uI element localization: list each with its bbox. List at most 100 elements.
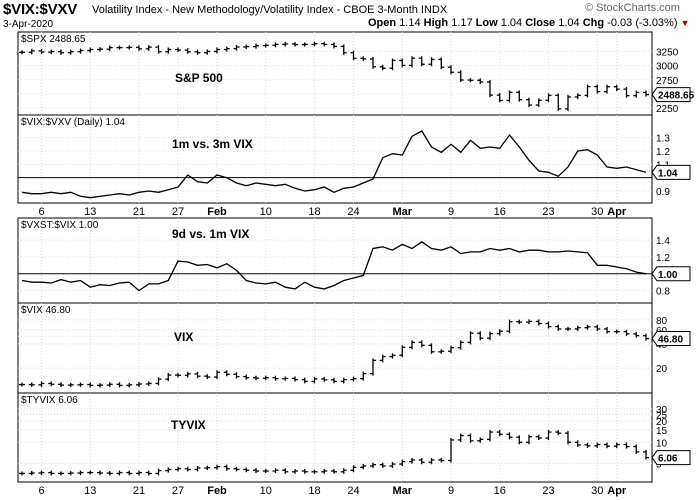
ohlc-bar [467, 331, 474, 345]
last-value-label: 2488.65 [658, 91, 695, 102]
last-value-box [651, 331, 691, 347]
x-tick-label: 21 [133, 485, 145, 497]
ohlc-bar [418, 340, 425, 348]
ohlc-bar [516, 90, 523, 102]
ohlc-bar [282, 42, 289, 47]
ohlc-bar [194, 49, 201, 55]
ohlc-bar [643, 449, 649, 460]
ohlc-bar [19, 471, 25, 476]
ohlc-bar [360, 56, 367, 61]
ohlc-bar [165, 373, 172, 382]
ohlc-bar [262, 469, 269, 474]
panel-annotation: 9d vs. 1m VIX [172, 227, 249, 241]
ohlc-bar [87, 382, 94, 388]
last-value-tag: 2488.65 [651, 87, 695, 103]
x-tick-label: 6 [38, 206, 44, 218]
last-value-box [651, 164, 691, 180]
ohlc-bar [97, 383, 103, 388]
y-tick-label: 0.9 [656, 187, 670, 198]
ohlc-bar [457, 433, 464, 442]
ohlc-bar [613, 329, 620, 334]
ohlc-bar [58, 49, 64, 55]
ohlc-bar [175, 373, 181, 378]
ohlc-bar [379, 354, 386, 363]
x-tick-label: Feb [207, 485, 227, 497]
y-tick-label: 1.4 [656, 236, 670, 247]
panel-tyvix: 30252015105$TYVIX 6.06TYVIX6.066132127Fe… [17, 392, 691, 497]
ohlc-bar [301, 377, 308, 384]
ohlc-bar [535, 319, 542, 326]
y-tick-label: 0.8 [656, 287, 670, 298]
x-tick-label: 24 [347, 485, 359, 497]
ohlc-bar [428, 457, 435, 465]
x-tick-label: 16 [494, 485, 506, 497]
ohlc-bar [389, 58, 396, 71]
ohlc-bar [565, 94, 571, 111]
ohlc-bar [331, 469, 337, 474]
ohlc-bar [87, 470, 94, 475]
ohlc-bar [496, 329, 503, 336]
ohlc-bar [604, 84, 610, 94]
ohlc-bar [165, 467, 172, 473]
ohlc-bar [155, 377, 162, 386]
ohlc-bar [204, 465, 211, 471]
ohlc-bar [262, 43, 269, 48]
ohlc-bar [87, 47, 94, 53]
x-tick-label: Mar [392, 485, 412, 497]
ohlc-bar [448, 65, 454, 75]
ohlc-bar [350, 465, 357, 473]
ohlc-bar [253, 375, 259, 381]
ohlc-bar [223, 464, 230, 471]
panel-frame [17, 31, 653, 116]
ohlc-bar [399, 345, 406, 358]
x-tick-label: 10 [260, 206, 272, 218]
ohlc-bar [448, 437, 454, 463]
ohlc-bar [214, 464, 220, 470]
ohlc-bar [292, 376, 298, 382]
ohlc-bar [282, 376, 289, 381]
x-tick-label: 18 [308, 206, 320, 218]
chg-label: Chg [582, 17, 605, 29]
ohlc-bar [311, 376, 318, 384]
ohlc-bar [155, 468, 162, 476]
ohlc-bar [292, 42, 298, 47]
ohlc-bar [613, 84, 620, 92]
open-value: 1.14 [399, 17, 421, 29]
last-value-box [651, 87, 691, 103]
y-tick-label: 20 [656, 417, 668, 428]
ohlc-bar [633, 331, 640, 338]
panel-legend: $VIX 46.80 [21, 305, 71, 316]
ohlc-bar [204, 49, 211, 55]
ohlc-bar [97, 47, 103, 52]
ohlc-bar [340, 468, 347, 474]
ohlc-bar [409, 56, 415, 68]
ohlc-bar [136, 470, 142, 476]
x-tick-label: 6 [38, 485, 44, 497]
x-tick-label: 30 [591, 485, 603, 497]
ohlc-bar [584, 442, 591, 448]
ohlc-bar [48, 49, 55, 55]
ohlc-bar [77, 382, 84, 387]
ohlc-bar [477, 78, 484, 84]
ohlc-bar [331, 377, 337, 384]
last-value-label: 1.00 [658, 270, 678, 281]
ohlc-bar [155, 45, 162, 54]
ohlc-bar [38, 470, 45, 476]
y-tick-label: 1.2 [656, 253, 670, 264]
y-tick-label: 3250 [656, 47, 679, 58]
ohlc-bar [214, 370, 220, 380]
chart-date: 3-Apr-2020 [3, 19, 54, 30]
ohlc-bar [594, 84, 601, 94]
ohlc-bar [574, 440, 581, 447]
down-triangle-icon: ▼ [680, 18, 690, 28]
high-label: High [423, 17, 449, 29]
ohlc-bar [233, 466, 240, 472]
ohlc-bar [457, 340, 464, 350]
panel-frame [17, 217, 653, 304]
ohlc-bar [584, 84, 591, 98]
last-value-label: 1.04 [658, 168, 678, 179]
ohlc-bar [292, 469, 298, 474]
ohlc-bar [77, 470, 84, 476]
ohlc-bar [145, 470, 152, 476]
ohlc-bar [399, 459, 406, 467]
